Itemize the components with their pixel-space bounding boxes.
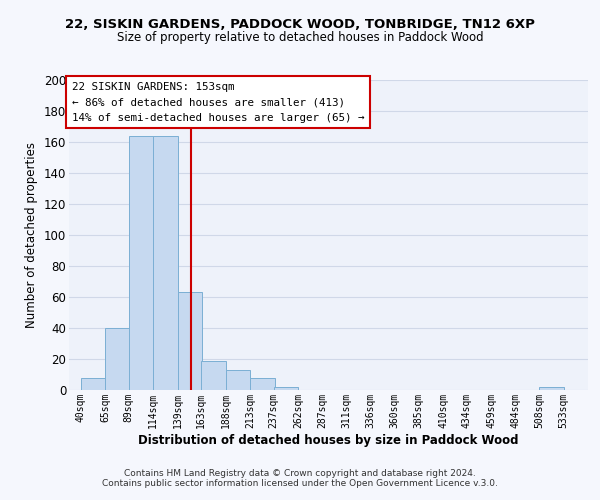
Text: Size of property relative to detached houses in Paddock Wood: Size of property relative to detached ho… — [116, 31, 484, 44]
Text: 22 SISKIN GARDENS: 153sqm
← 86% of detached houses are smaller (413)
14% of semi: 22 SISKIN GARDENS: 153sqm ← 86% of detac… — [71, 82, 364, 122]
Bar — [105, 328, 130, 390]
Bar — [153, 136, 178, 390]
Text: Contains public sector information licensed under the Open Government Licence v.: Contains public sector information licen… — [102, 478, 498, 488]
Y-axis label: Number of detached properties: Number of detached properties — [25, 142, 38, 328]
Bar — [226, 370, 250, 390]
Text: 22, SISKIN GARDENS, PADDOCK WOOD, TONBRIDGE, TN12 6XP: 22, SISKIN GARDENS, PADDOCK WOOD, TONBRI… — [65, 18, 535, 30]
Bar — [274, 387, 298, 390]
Bar — [129, 136, 153, 390]
Bar — [178, 292, 202, 390]
X-axis label: Distribution of detached houses by size in Paddock Wood: Distribution of detached houses by size … — [138, 434, 519, 446]
Bar — [250, 378, 275, 390]
Bar — [81, 378, 105, 390]
Text: Contains HM Land Registry data © Crown copyright and database right 2024.: Contains HM Land Registry data © Crown c… — [124, 468, 476, 477]
Bar — [539, 387, 563, 390]
Bar — [201, 360, 226, 390]
